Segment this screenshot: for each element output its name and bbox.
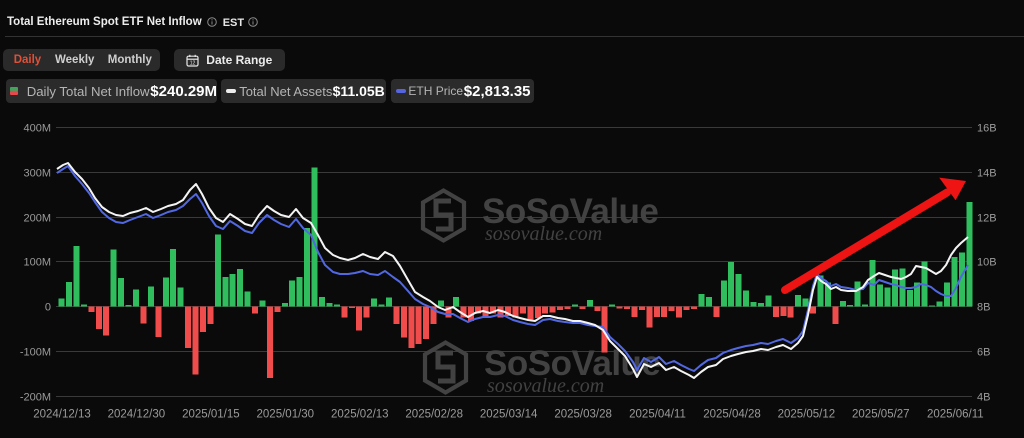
svg-text:100M: 100M bbox=[23, 256, 51, 268]
svg-text:2025/01/15: 2025/01/15 bbox=[182, 409, 240, 421]
svg-text:SoSoValue: SoSoValue bbox=[482, 192, 658, 231]
svg-text:400M: 400M bbox=[23, 122, 51, 134]
svg-text:16B: 16B bbox=[977, 122, 997, 134]
svg-text:2025/05/12: 2025/05/12 bbox=[778, 409, 836, 421]
svg-text:2025/02/28: 2025/02/28 bbox=[405, 409, 463, 421]
svg-text:6B: 6B bbox=[977, 346, 990, 358]
svg-text:-100M: -100M bbox=[20, 346, 51, 358]
svg-text:-200M: -200M bbox=[20, 391, 51, 403]
svg-text:2025/04/28: 2025/04/28 bbox=[703, 409, 761, 421]
svg-text:2024/12/30: 2024/12/30 bbox=[108, 409, 166, 421]
svg-text:200M: 200M bbox=[23, 212, 51, 224]
svg-text:2025/03/14: 2025/03/14 bbox=[480, 409, 538, 421]
svg-text:0: 0 bbox=[45, 301, 51, 313]
svg-text:2025/05/27: 2025/05/27 bbox=[852, 409, 910, 421]
svg-text:sosovalue.com: sosovalue.com bbox=[487, 375, 604, 397]
svg-text:2025/04/11: 2025/04/11 bbox=[629, 409, 686, 421]
svg-text:2025/02/13: 2025/02/13 bbox=[331, 409, 389, 421]
svg-text:SoSoValue: SoSoValue bbox=[484, 344, 660, 383]
svg-text:14B: 14B bbox=[977, 167, 997, 179]
svg-text:12B: 12B bbox=[977, 212, 997, 224]
svg-text:2025/06/11: 2025/06/11 bbox=[927, 409, 984, 421]
svg-text:10B: 10B bbox=[977, 256, 997, 268]
svg-text:2025/01/30: 2025/01/30 bbox=[257, 409, 315, 421]
svg-text:sosovalue.com: sosovalue.com bbox=[485, 223, 602, 245]
svg-text:12: 12 bbox=[190, 60, 196, 66]
svg-text:8B: 8B bbox=[977, 301, 990, 313]
svg-text:2025/03/28: 2025/03/28 bbox=[554, 409, 612, 421]
svg-text:300M: 300M bbox=[23, 167, 51, 179]
svg-text:4B: 4B bbox=[977, 391, 990, 403]
svg-text:2024/12/13: 2024/12/13 bbox=[33, 409, 91, 421]
